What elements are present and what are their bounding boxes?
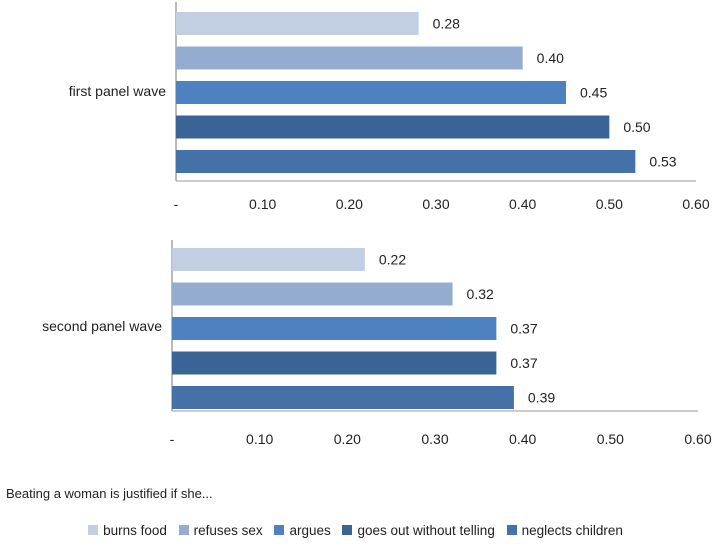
- bar-refuses-sex: [172, 282, 453, 306]
- x-tick-label: 0.20: [336, 196, 363, 212]
- legend-label: burns food: [103, 523, 167, 538]
- bar-refuses-sex: [176, 46, 523, 70]
- data-label: 0.39: [528, 390, 555, 406]
- x-tick-label: 0.20: [334, 431, 361, 447]
- legend-label: refuses sex: [193, 523, 263, 538]
- data-label: 0.50: [623, 119, 650, 135]
- data-label: 0.32: [467, 286, 494, 302]
- x-tick-label: 0.60: [682, 196, 709, 212]
- x-tick-label: 0.30: [422, 196, 449, 212]
- legend-item-refuses-sex: refuses sex: [178, 523, 263, 538]
- legend-label: goes out without telling: [357, 523, 495, 538]
- data-label: 0.22: [379, 252, 406, 268]
- bar-chart: first panel wave 0.28 0.40 0.45 0.50 0.53 - 0.1…: [42, 2, 712, 447]
- bar-argues: [172, 317, 497, 340]
- legend-item-neglects-children: neglects children: [506, 523, 623, 538]
- legend-swatch: [274, 525, 285, 535]
- x-tick-label: 0.40: [509, 196, 536, 212]
- x-tick-label: 0.60: [684, 431, 711, 447]
- legend-item-argues: argues: [274, 523, 331, 538]
- x-tick-label: -: [174, 196, 179, 212]
- bar-goes-out-without-telling: [172, 351, 497, 375]
- category-label: first panel wave: [69, 83, 166, 99]
- bar-neglects-children: [176, 150, 636, 173]
- bar-neglects-children: [172, 386, 514, 409]
- legend-label: neglects children: [521, 523, 623, 538]
- legend-swatch: [88, 525, 99, 535]
- x-tick-label: 0.10: [246, 431, 273, 447]
- bar-burns-food: [176, 12, 419, 35]
- category-label: second panel wave: [42, 318, 162, 334]
- legend-label: argues: [289, 523, 331, 538]
- data-label: 0.37: [510, 355, 537, 371]
- x-tick-label: 0.40: [509, 431, 536, 447]
- data-label: 0.53: [649, 154, 676, 170]
- legend-swatch: [178, 525, 189, 535]
- bar-burns-food: [172, 248, 365, 271]
- legend-item-burns-food: burns food: [88, 523, 167, 538]
- x-tick-label: 0.30: [421, 431, 448, 447]
- data-label: 0.40: [537, 50, 564, 66]
- legend-swatch: [342, 525, 353, 535]
- x-tick-label: 0.10: [249, 196, 276, 212]
- legend: burns food refuses sex argues goes out w…: [0, 523, 719, 538]
- bar-argues: [176, 81, 566, 104]
- x-tick-label: -: [170, 431, 175, 447]
- bar-goes-out-without-telling: [176, 115, 610, 139]
- data-label: 0.37: [510, 321, 537, 337]
- x-tick-label: 0.50: [596, 196, 623, 212]
- legend-swatch: [506, 525, 517, 535]
- x-tick-label: 0.50: [597, 431, 624, 447]
- data-label: 0.45: [580, 85, 607, 101]
- legend-item-goes-out-without-telling: goes out without telling: [342, 523, 495, 538]
- data-label: 0.28: [433, 16, 460, 32]
- chart-note: Beating a woman is justified if she...: [6, 486, 213, 501]
